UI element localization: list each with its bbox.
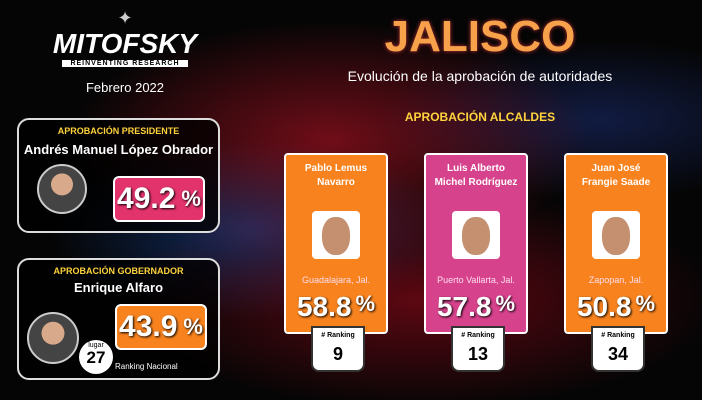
logo: MITOFSKY	[52, 28, 198, 59]
rank-badge: lugar 27	[79, 340, 113, 374]
photo-face	[322, 217, 350, 255]
unit: %	[181, 186, 201, 211]
photo-face	[462, 217, 490, 255]
president-label: APROBACIÓN PRESIDENTE	[57, 126, 180, 136]
governor-name: Enrique Alfaro	[73, 280, 164, 295]
unit: %	[183, 314, 203, 339]
mayor-name: Frangie Saade	[581, 177, 651, 188]
mayors-title: APROBACIÓN ALCALDES	[404, 110, 556, 124]
ranking-tab: # Ranking 13	[451, 326, 505, 372]
rank-caption: Ranking Nacional	[115, 362, 178, 371]
tagline: REINVENTING RESEARCH	[62, 60, 188, 67]
mayor-city: Guadalajara, Jal.	[301, 275, 371, 285]
date: Febrero 2022	[85, 80, 165, 95]
governor-photo	[27, 312, 79, 364]
ranking-value: 9	[332, 344, 343, 364]
president-card: APROBACIÓN PRESIDENTE Andrés Manuel Lópe…	[17, 118, 220, 233]
ranking-tab: # Ranking 34	[591, 326, 645, 372]
governor-label: APROBACIÓN GOBERNADOR	[53, 266, 184, 276]
value: 49.2	[117, 182, 176, 215]
president-photo	[37, 164, 87, 214]
mayor-name: Luis Alberto	[447, 163, 505, 174]
governor-approval: 43.9%	[115, 304, 207, 350]
mayor-photo	[452, 211, 500, 259]
governor-card: APROBACIÓN GOBERNADOR Enrique Alfaro 43.…	[17, 258, 220, 380]
unit: %	[495, 291, 516, 316]
ranking-label: # Ranking	[461, 332, 495, 339]
ranking-value: 34	[607, 344, 629, 364]
value: 58.8	[296, 291, 352, 322]
unit: %	[355, 291, 376, 316]
mayor-name: Navarro	[317, 177, 355, 188]
subtitle: Evolución de la aprobación de autoridade…	[347, 68, 613, 84]
ranking-value: 13	[467, 344, 489, 364]
mayor-name: Michel Rodríguez	[434, 177, 518, 188]
value: 43.9	[119, 310, 178, 343]
logo-mark: ✦	[117, 8, 133, 28]
rank-label: lugar	[88, 342, 104, 349]
mayor-photo	[592, 211, 640, 259]
president-name: Andrés Manuel López Obrador	[23, 142, 214, 157]
mayor-city: Zapopan, Jal.	[588, 275, 644, 285]
mayor-photo	[312, 211, 360, 259]
rank: 27	[86, 348, 106, 367]
mayor-name: Pablo Lemus	[304, 163, 368, 174]
value: 57.8	[436, 291, 492, 322]
mayor-card: Luis Alberto Michel Rodríguez Puerto Valla…	[424, 153, 528, 334]
mayor-approval: 57.8%	[426, 291, 526, 323]
mayor-card: Juan José Frangie Saade Zapopan, Jal. 50.8%	[564, 153, 668, 334]
value: 50.8	[576, 291, 632, 322]
photo-face	[602, 217, 630, 255]
mayor-city: Puerto Vallarta, Jal.	[437, 275, 515, 285]
mayor-name: Juan José	[591, 163, 641, 174]
president-approval: 49.2%	[113, 176, 205, 222]
ranking-tab: # Ranking 9	[311, 326, 365, 372]
mayor-approval: 58.8%	[286, 291, 386, 323]
unit: %	[635, 291, 656, 316]
mayor-card: Pablo Lemus Navarro Guadalajara, Jal. 58.8%	[284, 153, 388, 334]
ranking-label: # Ranking	[601, 332, 635, 339]
title: JALISCO	[384, 12, 576, 61]
mayor-approval: 50.8%	[566, 291, 666, 323]
ranking-label: # Ranking	[321, 332, 355, 339]
